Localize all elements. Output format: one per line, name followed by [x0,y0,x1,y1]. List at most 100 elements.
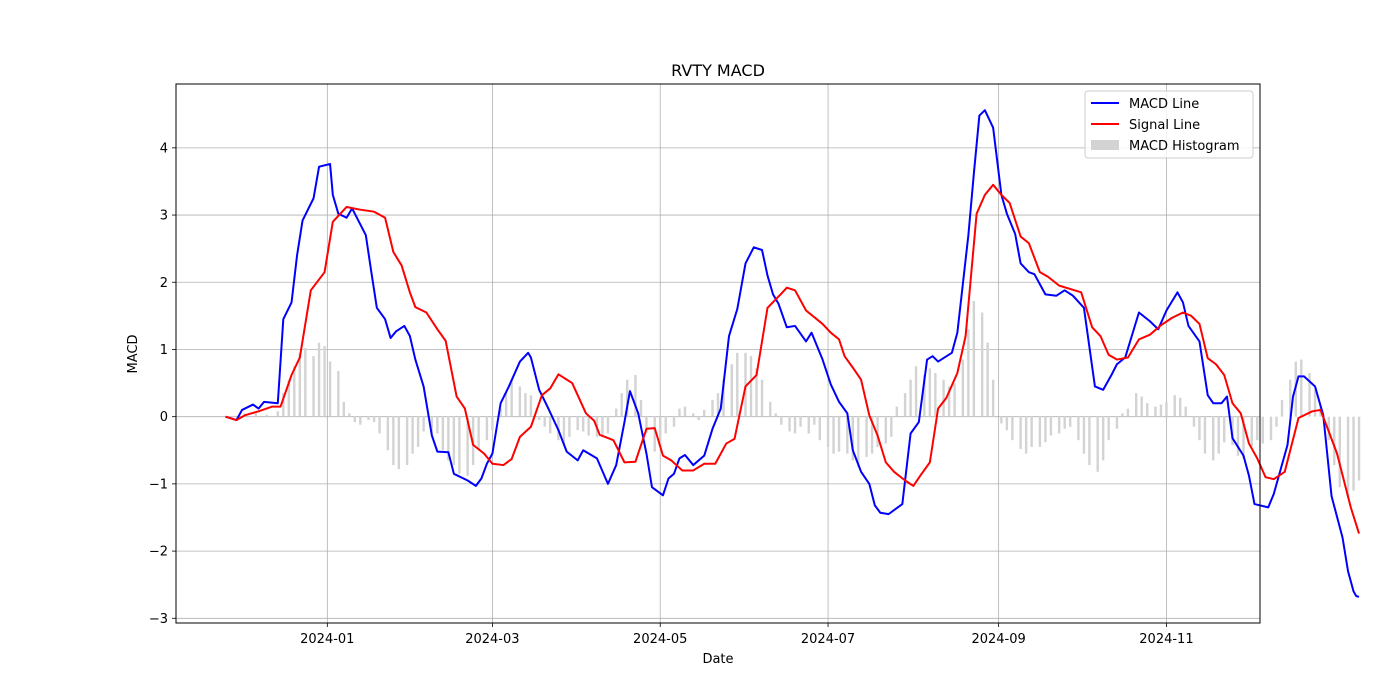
y-tick-label: 1 [160,343,168,358]
histogram-bar [645,416,648,434]
histogram-bar [504,393,508,417]
histogram-bar [876,416,879,447]
histogram-bar [711,399,714,417]
histogram-bar [367,416,370,421]
histogram-bar [568,416,571,437]
histogram-bar [411,416,414,454]
histogram-bar [653,416,656,452]
legend: MACD Line Signal Line MACD Histogram [1084,90,1254,159]
y-tick-label: 0 [160,410,168,425]
histogram-bar [491,416,494,431]
x-tick-label: 2024-11 [1139,632,1193,647]
histogram-bar [328,361,332,417]
histogram-bar [1173,395,1176,417]
histogram-bar [1140,396,1143,417]
legend-swatch-macd-histogram [1091,140,1119,150]
histogram-bar [826,416,830,447]
histogram-bar [353,416,357,423]
histogram-bar [760,379,764,417]
histogram-bar [548,416,552,434]
histogram-bar [1250,416,1253,447]
histogram-bar [386,416,390,451]
histogram-bar [678,408,681,417]
histogram-bar [736,352,739,417]
histogram-bar [1044,416,1047,443]
histogram-bar [683,406,687,417]
histogram-bar [991,379,995,417]
y-tick-label: 2 [160,276,168,291]
histogram-bar [634,375,637,417]
signal-line-path [225,183,1361,534]
histogram-bar [659,416,662,447]
histogram-bar [967,329,970,417]
histogram-bar [265,414,268,417]
legend-box [1084,90,1254,159]
histogram-bar [947,386,951,417]
series-lines [225,109,1361,598]
histogram-bar [846,416,849,454]
histogram-bar [1088,416,1091,466]
histogram-bar [1261,416,1264,444]
histogram-bar [865,416,868,457]
histogram-bar [1269,416,1273,441]
histogram-bar [730,364,733,417]
y-tick-label: −2 [149,545,168,560]
histogram-bar [818,416,821,441]
histogram-bar [749,356,753,417]
histogram-bar [601,416,604,437]
histogram-bar [529,395,533,417]
histogram-bar [1308,372,1311,417]
histogram-bar [639,399,643,417]
histogram-bar [1107,416,1110,441]
histogram-bar [416,416,420,447]
histogram-bar [961,359,965,417]
histogram-bar [1057,416,1061,434]
histogram-bar [1217,416,1220,454]
histogram-bar [1000,416,1003,424]
histogram-bar [972,301,976,417]
x-axis: 2024-01 2024-03 2024-05 2024-07 2024-09 2024-… [300,623,1194,647]
histogram-bar [1327,416,1330,441]
histogram-bar [317,342,321,417]
y-tick-label: −3 [149,612,168,627]
histogram-bar [1179,397,1182,417]
histogram-bar [942,379,945,417]
histogram-bar [1049,416,1053,436]
histogram-bar [606,416,610,434]
histogram-bar [1154,406,1157,417]
histogram-bar [1338,416,1341,488]
histogram-bar [1346,416,1350,498]
histogram-bar [884,416,888,444]
histogram-bar [909,379,912,417]
histogram-bar [620,393,623,417]
legend-label-macd-histogram: MACD Histogram [1129,139,1240,154]
histogram-bar [1242,416,1245,459]
histogram-bar [895,406,899,417]
histogram-bar [1024,416,1028,454]
histogram-bar [1082,416,1086,454]
histogram-bar [788,416,791,432]
legend-label-macd-line: MACD Line [1129,97,1199,112]
histogram-bar [851,416,855,461]
histogram-bar [293,366,296,417]
histogram-bar [832,416,835,454]
macd-line-path [225,109,1360,598]
histogram-bar [837,416,841,452]
histogram-bar [672,416,676,427]
histogram-bar [774,413,777,417]
histogram-bar [615,408,618,417]
histogram-bar [342,401,346,417]
histogram-bar [1212,416,1215,461]
x-tick-label: 2024-05 [633,632,687,647]
histogram-bar [722,379,725,417]
histogram-bar [430,416,434,434]
histogram-bar [499,408,502,417]
histogram-bar [581,416,585,432]
histogram-bar [1352,416,1355,491]
histogram-bar [543,416,546,427]
histogram-bar [1019,416,1022,449]
histogram-bar [1198,416,1201,441]
y-axis-label: MACD [126,335,141,374]
histogram-bar [1145,403,1149,417]
